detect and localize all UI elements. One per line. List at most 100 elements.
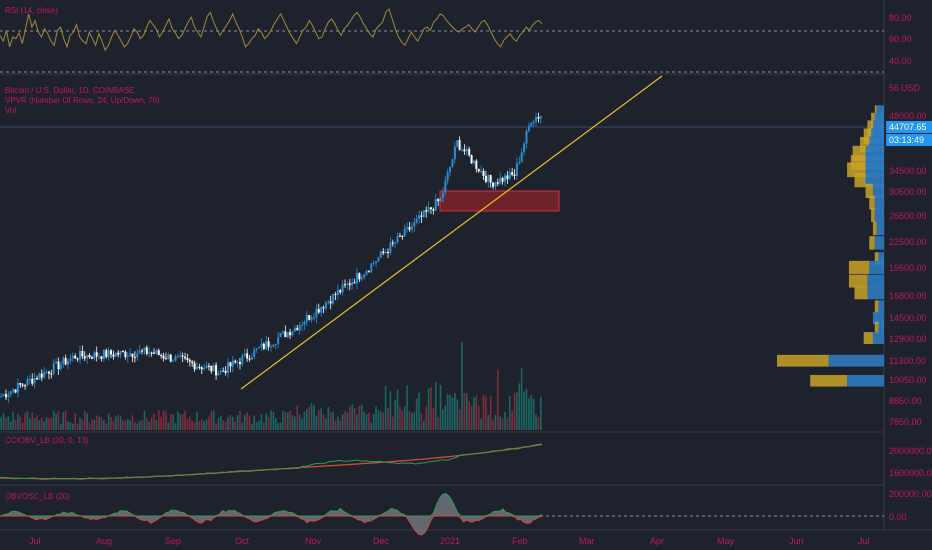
candle-body bbox=[186, 358, 189, 360]
candle-body bbox=[176, 356, 179, 358]
volume-title[interactable]: Vol bbox=[5, 106, 16, 115]
volume-bar bbox=[310, 403, 313, 430]
volume-bar bbox=[411, 412, 413, 430]
volume-bar bbox=[520, 368, 523, 430]
candle-body bbox=[102, 350, 105, 359]
volume-bar bbox=[528, 398, 530, 430]
candle-body bbox=[458, 140, 461, 150]
candle-body bbox=[93, 352, 96, 359]
price-tick-label: 48000.00 bbox=[889, 111, 927, 121]
volume-bar bbox=[38, 420, 41, 430]
time-tick-label: May bbox=[717, 536, 735, 546]
vpvr-up-bar bbox=[847, 374, 884, 387]
trendline[interactable] bbox=[240, 75, 663, 390]
candle-body bbox=[40, 373, 43, 378]
vpvr-up-bar bbox=[865, 172, 884, 188]
vpvr-down-bar bbox=[777, 354, 829, 367]
candle-body bbox=[293, 327, 296, 332]
price-tick-label: 16800.00 bbox=[889, 291, 927, 301]
vpvr-down-bar bbox=[874, 321, 879, 334]
vpvr-up-bar bbox=[878, 300, 884, 313]
candle-body bbox=[258, 347, 261, 349]
candle-body bbox=[296, 327, 299, 331]
rsi-title: RSI (14, close) bbox=[5, 6, 58, 15]
candle-body bbox=[324, 302, 327, 309]
volume-bar bbox=[136, 423, 139, 430]
volume-bar bbox=[79, 417, 81, 430]
volume-bar bbox=[200, 419, 203, 430]
support-zone-rectangle[interactable] bbox=[439, 190, 560, 212]
volume-bar bbox=[160, 417, 162, 430]
volume-bar bbox=[153, 413, 155, 430]
candle-body bbox=[339, 290, 342, 293]
cciobv-title[interactable]: CCIOBV_LB (20, 0, 13) bbox=[5, 436, 89, 445]
volume-bar bbox=[93, 419, 96, 430]
volume-bar bbox=[516, 392, 518, 430]
candle-body bbox=[527, 126, 530, 131]
candle-body bbox=[334, 293, 337, 296]
time-axis[interactable]: Jul Aug Sep Oct Nov Dec 2021 Feb Mar Apr… bbox=[29, 536, 870, 546]
volume-bar bbox=[497, 370, 499, 430]
candle-body bbox=[518, 162, 521, 164]
candle-body bbox=[193, 363, 196, 370]
candle-body bbox=[31, 378, 34, 384]
candle-body bbox=[153, 352, 156, 354]
price-tick-label: 56 bbox=[889, 83, 899, 93]
candle-body bbox=[449, 166, 452, 173]
candle-body bbox=[468, 148, 471, 156]
volume-bar bbox=[284, 411, 287, 430]
obvosc-title[interactable]: OBVOSC_LB (20) bbox=[5, 492, 70, 501]
vpvr-down-bar bbox=[872, 221, 877, 236]
candle-body bbox=[231, 360, 234, 367]
volume-bar bbox=[387, 407, 389, 430]
candle-body bbox=[19, 383, 22, 385]
candle-body bbox=[253, 349, 256, 357]
volume-bar bbox=[487, 414, 490, 430]
vpvr-title[interactable]: VPVR (Number Of Rows, 24, Up/Down, 70) bbox=[5, 96, 160, 105]
candle-body bbox=[475, 160, 478, 169]
currency-label[interactable]: USD bbox=[901, 83, 921, 93]
candle-body bbox=[162, 355, 165, 359]
volume-bar bbox=[191, 420, 194, 430]
volume-bar bbox=[17, 414, 19, 430]
volume-bar bbox=[258, 420, 260, 430]
candle-body bbox=[281, 331, 284, 333]
candle-body bbox=[355, 273, 358, 284]
volume-bar bbox=[325, 418, 327, 430]
candle-body bbox=[98, 356, 101, 358]
rsi-tick-label: 60.00 bbox=[889, 34, 912, 44]
volume-bar bbox=[403, 406, 406, 430]
volume-bar bbox=[212, 410, 215, 430]
volume-bar bbox=[454, 392, 456, 430]
candle-body bbox=[207, 365, 210, 367]
candle-body bbox=[291, 331, 294, 336]
candle-body bbox=[26, 378, 29, 386]
price-tick-label: 7850.00 bbox=[889, 417, 922, 427]
price-tick-label: 34500.00 bbox=[889, 166, 927, 176]
volume-bar bbox=[5, 418, 7, 430]
candle-body bbox=[272, 344, 275, 347]
candle-body bbox=[312, 317, 315, 319]
time-tick-label: Sep bbox=[165, 536, 181, 546]
candle-body bbox=[336, 290, 339, 296]
volume-bar bbox=[115, 416, 117, 430]
candle-body bbox=[384, 251, 387, 254]
volume-bar bbox=[72, 423, 74, 430]
candle-body bbox=[67, 360, 70, 365]
candle-body bbox=[43, 372, 46, 378]
rsi-tick-label: 80.00 bbox=[889, 13, 912, 23]
vpvr-down-bar bbox=[854, 172, 866, 188]
candle-body bbox=[501, 177, 504, 182]
price-tick-label: 12900.00 bbox=[889, 334, 927, 344]
volume-bar bbox=[327, 406, 330, 430]
candle-body bbox=[212, 364, 215, 372]
volume-bar bbox=[425, 406, 427, 430]
candle-body bbox=[205, 365, 208, 369]
symbol-title[interactable]: Bitcoin / U.S. Dollar, 1D, COINBASE bbox=[5, 86, 134, 95]
price-tick-label: 26500.00 bbox=[889, 211, 927, 221]
volume-histogram bbox=[0, 342, 542, 430]
volume-bar bbox=[126, 418, 129, 430]
vpvr-up-bar bbox=[872, 332, 884, 345]
volume-bar bbox=[306, 409, 308, 430]
